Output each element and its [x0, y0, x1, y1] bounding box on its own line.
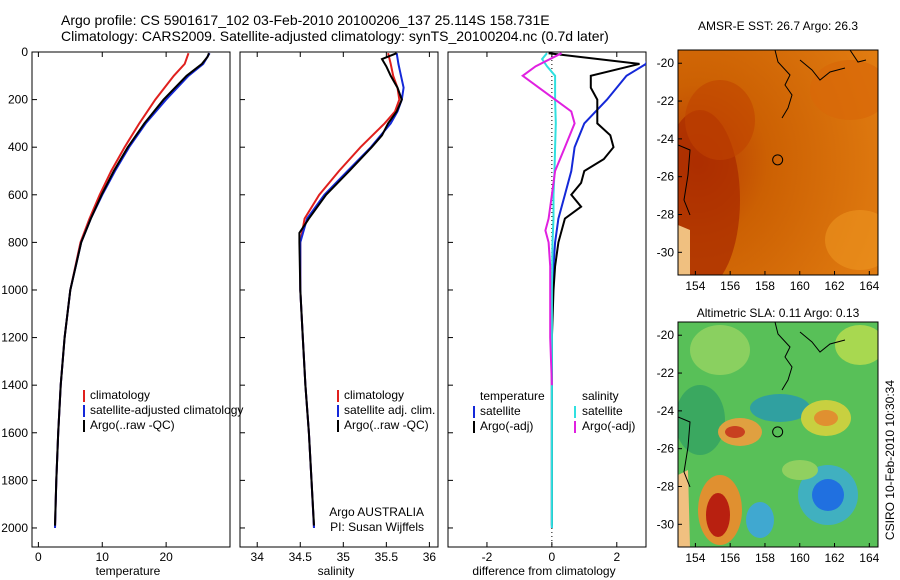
map-y-tick-label: -30	[657, 517, 675, 531]
figure-title-line1: Argo profile: CS 5901617_102 03-Feb-2010…	[61, 12, 550, 28]
map-x-tick-label: 164	[859, 551, 879, 565]
argo-location-marker	[772, 426, 784, 438]
annotation-text: Argo AUSTRALIA	[329, 505, 424, 519]
map-y-tick-label: -30	[657, 245, 675, 259]
x-tick-label: 36	[423, 550, 437, 564]
map-x-tick-label: 164	[859, 279, 879, 293]
legend-label: satellite	[582, 404, 623, 418]
sla-map-title: Altimetric SLA: 0.11 Argo: 0.13	[697, 306, 860, 320]
map-y-tick-label: -24	[657, 404, 675, 418]
x-tick-label: 2	[613, 550, 620, 564]
y-tick-label: 2000	[1, 521, 28, 535]
y-tick-label: 1200	[1, 331, 28, 345]
sst-map: AMSR-E SST: 26.7 Argo: 26.3 154 156 158 160…	[657, 19, 880, 293]
legend-label: Argo(-adj)	[582, 419, 635, 433]
x-tick-label: 0	[549, 550, 556, 564]
y-tick-label: 1600	[1, 426, 28, 440]
x-tick-label: -2	[482, 550, 493, 564]
map-x-tick-label: 158	[755, 279, 775, 293]
series-line-climatology	[54, 52, 190, 529]
y-tick-label: 1000	[1, 283, 28, 297]
x-tick-label: 0	[35, 550, 42, 564]
y-tick-label: 0	[21, 45, 28, 59]
map-y-tick-label: -28	[657, 207, 675, 221]
series-line-satellite-adjusted-climatology	[54, 52, 211, 529]
legend-label: satellite-adjusted climatology	[90, 403, 243, 417]
x-tick-label: 34.5	[289, 550, 313, 564]
y-tick-label: 800	[8, 235, 28, 249]
map-y-tick-label: -22	[657, 94, 675, 108]
legend-label: satellite	[480, 404, 521, 418]
legend-label: climatology	[90, 388, 150, 402]
series-line-climatology	[299, 52, 401, 529]
x-tick-label: 35	[337, 550, 351, 564]
series-line-argo-raw-qc-	[298, 52, 403, 526]
series-line-argo-raw-qc-	[54, 52, 210, 526]
annotation-text: PI: Susan Wijffels	[330, 520, 424, 534]
map-y-tick-label: -28	[657, 479, 675, 493]
y-tick-label: 1800	[1, 473, 28, 487]
timestamp-label: CSIRO 10-Feb-2010 10:30:34	[883, 380, 897, 540]
sst-map-title: AMSR-E SST: 26.7 Argo: 26.3	[698, 19, 858, 33]
profile-panel-1: 0 10 2002004006008001000120014001600180020…	[1, 45, 243, 578]
legend-label: Argo(..raw -QC)	[90, 418, 175, 432]
map-y-tick-label: -26	[657, 170, 675, 184]
series-line-salinity-argo-adj-	[521, 52, 576, 386]
figure-title-line2: Climatology: CARS2009. Satellite-adjuste…	[61, 28, 609, 44]
map-x-tick-label: 154	[685, 279, 705, 293]
map-x-tick-label: 156	[720, 279, 740, 293]
plot-frame	[447, 51, 647, 548]
x-axis-label: difference from climatology	[472, 564, 615, 578]
map-x-tick-label: 160	[790, 279, 810, 293]
map-y-tick-label: -22	[657, 366, 675, 380]
x-tick-label: 20	[159, 550, 173, 564]
map-x-tick-label: 162	[825, 551, 845, 565]
map-x-tick-label: 158	[755, 551, 775, 565]
legend-label: satellite adj. clim.	[344, 403, 435, 417]
plot-frame	[239, 51, 439, 548]
map-y-tick-label: -24	[657, 132, 675, 146]
map-y-tick-label: -26	[657, 442, 675, 456]
profile-panel-2: 34 34.5 35 35.5 36 salinity climatologysatelli…	[239, 51, 439, 578]
map-x-tick-label: 154	[685, 551, 705, 565]
y-tick-label: 1400	[1, 378, 28, 392]
x-axis-label: salinity	[318, 564, 355, 578]
x-tick-label: 35.5	[375, 550, 399, 564]
sla-map: Altimetric SLA: 0.11 Argo: 0.13 154 156 15…	[657, 306, 880, 565]
plot-frame	[31, 51, 231, 548]
series-line-temperature-satellite	[550, 60, 646, 528]
legend-label: Argo(-adj)	[480, 419, 533, 433]
argo-location-marker	[772, 154, 784, 166]
y-tick-label: 400	[8, 140, 28, 154]
y-tick-label: 600	[8, 188, 28, 202]
x-axis-label: temperature	[96, 564, 161, 578]
series-line-temperature-argo-adj-	[548, 52, 640, 526]
x-tick-label: 10	[96, 550, 110, 564]
map-y-tick-label: -20	[657, 56, 675, 70]
map-y-tick-label: -20	[657, 328, 675, 342]
y-tick-label: 200	[8, 93, 28, 107]
legend-title-salinity: salinity	[582, 389, 619, 403]
map-x-tick-label: 156	[720, 551, 740, 565]
series-line-salinity-satellite	[540, 52, 557, 528]
legend-label: Argo(..raw -QC)	[344, 418, 429, 432]
x-tick-label: 34	[251, 550, 265, 564]
legend-label: climatology	[344, 388, 404, 402]
map-x-tick-label: 160	[790, 551, 810, 565]
map-x-tick-label: 162	[825, 279, 845, 293]
legend-title-temperature: temperature	[480, 389, 545, 403]
